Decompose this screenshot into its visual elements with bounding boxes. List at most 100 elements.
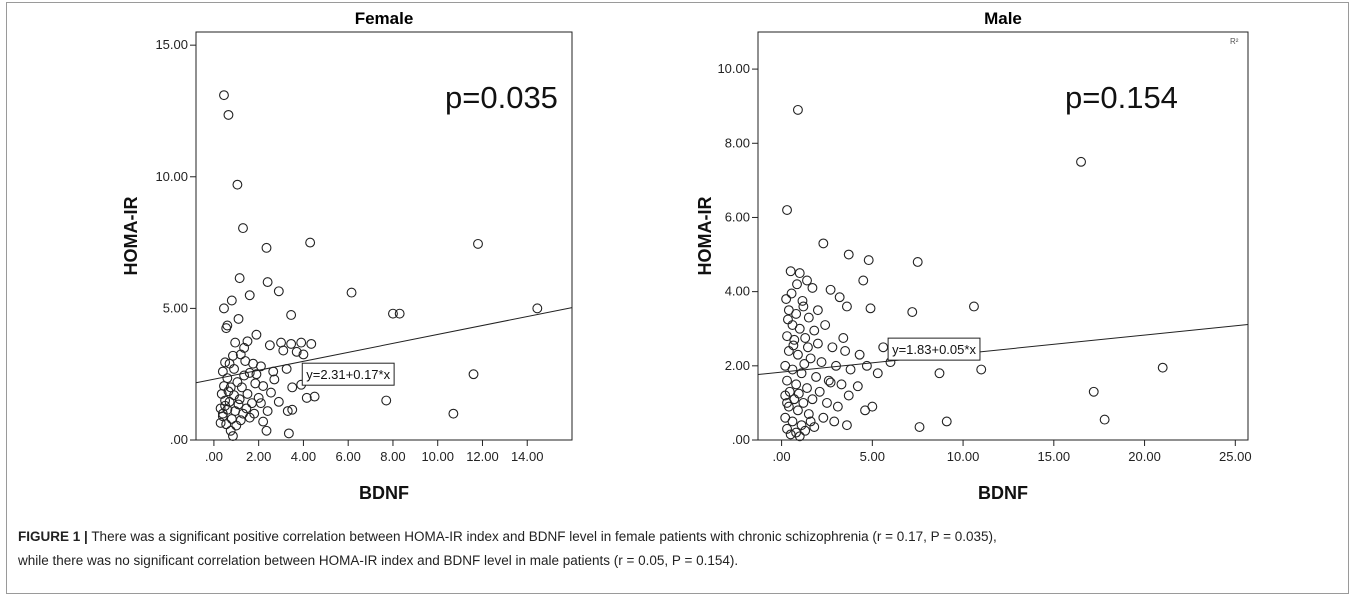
female-data-point (532, 303, 543, 314)
male-data-point (841, 420, 852, 431)
male-chart-title: Male (984, 9, 1022, 28)
female-data-point (231, 420, 242, 431)
female-x-tick-label: 6.00 (336, 449, 361, 464)
male-regression-line (757, 323, 1249, 376)
male-y-axis-label: HOMA-IR (695, 197, 715, 276)
female-data-point (305, 237, 316, 248)
caption-text-2: while there was no significant correlati… (18, 553, 739, 568)
male-data-point (1099, 414, 1110, 425)
male-data-point (838, 333, 849, 343)
female-data-point (273, 396, 284, 407)
female-data-point (220, 395, 231, 406)
male-data-point (820, 320, 831, 330)
female-data-point (264, 340, 275, 351)
female-data-point (244, 412, 255, 423)
male-data-point (818, 412, 829, 423)
female-data-point (236, 382, 247, 393)
male-data-point (914, 422, 925, 432)
female-x-axis: .00 2.00 4.00 6.00 8.00 10.00 12.00 14.00 (205, 440, 544, 464)
male-data-point (845, 364, 856, 375)
male-data-point (865, 303, 876, 314)
female-data-point (296, 337, 307, 348)
female-data-point (234, 273, 245, 284)
female-x-tick-label: 12.00 (466, 449, 499, 464)
female-chart-title: Female (355, 9, 414, 28)
female-data-point (244, 367, 255, 378)
female-y-tick-label: 10.00 (155, 169, 188, 184)
male-data-point (787, 364, 798, 375)
female-data-point (298, 349, 309, 360)
male-data-point (782, 423, 792, 434)
male-data-point (793, 388, 804, 399)
male-plot-frame (757, 31, 1249, 441)
male-data-point (812, 338, 823, 349)
female-data-point (229, 363, 239, 374)
male-data-point (797, 295, 808, 306)
male-data-point (825, 284, 836, 295)
male-data-point (787, 416, 798, 427)
female-y-tick-label: 5.00 (163, 300, 188, 315)
female-data-point (273, 286, 284, 297)
female-data-point (225, 425, 236, 436)
male-data-point (786, 288, 797, 299)
male-data-point (785, 429, 796, 440)
female-data-point (258, 416, 269, 427)
male-data-point (784, 386, 795, 397)
female-p-value: p=0.035 (445, 80, 558, 115)
male-data-point (858, 275, 869, 286)
male-data-point (807, 282, 818, 293)
male-data-point (809, 325, 820, 336)
female-data-point (291, 346, 302, 357)
female-data-points (215, 90, 543, 442)
female-data-point (268, 366, 279, 377)
male-data-point (803, 409, 814, 419)
female-data-point (269, 374, 280, 385)
male-data-point (836, 379, 847, 390)
male-data-point (852, 381, 863, 392)
male-data-point (791, 308, 802, 319)
female-y-axis: .00 5.00 10.00 15.00 (155, 37, 196, 447)
female-y-axis-label: HOMA-IR (121, 197, 141, 276)
female-data-point (242, 388, 253, 399)
male-x-axis: .00 5.00 10.00 15.00 20.00 25.00 (773, 440, 1252, 464)
male-x-tick-label: 15.00 (1038, 449, 1071, 464)
male-data-point (861, 360, 872, 371)
male-data-point (811, 371, 822, 382)
female-data-point (255, 361, 266, 372)
male-y-tick-label: 6.00 (725, 209, 750, 224)
female-data-point (473, 238, 483, 249)
male-data-point (822, 397, 832, 408)
male-data-point (976, 364, 987, 375)
female-y-tick-label: 15.00 (155, 37, 188, 52)
female-data-point (283, 428, 294, 439)
male-regression-equation: y=1.83+0.05*x (892, 342, 976, 357)
female-data-point (282, 406, 293, 416)
female-data-point (448, 408, 459, 419)
female-data-point (239, 342, 250, 353)
male-data-point (796, 368, 807, 379)
female-data-point (233, 399, 244, 410)
male-data-point (829, 416, 840, 427)
male-y-tick-label: 4.00 (725, 284, 750, 299)
male-data-point (785, 266, 796, 277)
male-data-point (791, 379, 802, 390)
female-equation-box (301, 362, 395, 386)
male-data-point (802, 342, 813, 353)
male-data-point (831, 360, 841, 371)
female-data-point (238, 223, 248, 234)
female-data-point (281, 363, 292, 374)
female-data-point (262, 277, 273, 288)
male-data-point (969, 301, 979, 312)
female-data-point (219, 303, 229, 314)
female-data-point (239, 370, 250, 381)
male-data-point (792, 104, 803, 115)
female-data-point (255, 398, 266, 409)
male-y-tick-label: 2.00 (725, 358, 750, 373)
male-data-point (1157, 362, 1168, 373)
male-data-point (782, 397, 792, 408)
male-data-point (791, 427, 802, 438)
female-data-point (233, 313, 244, 324)
male-data-point (1076, 156, 1086, 167)
female-data-point (241, 403, 252, 414)
